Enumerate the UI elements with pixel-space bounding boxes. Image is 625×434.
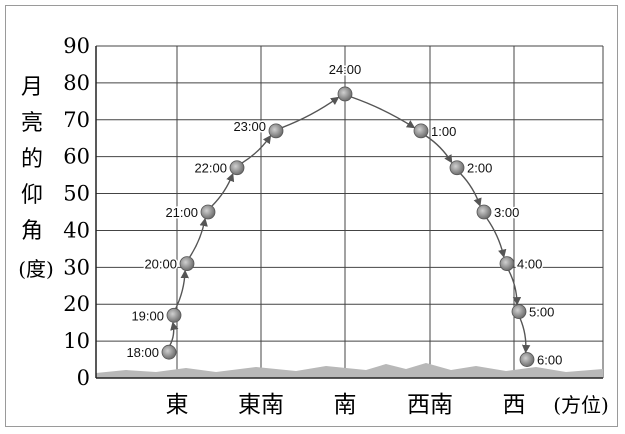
time-label: 24:00 (329, 62, 362, 77)
path-arrow (486, 217, 507, 258)
time-label: 19:00 (131, 308, 164, 323)
x-tick-label: 東南 (238, 392, 284, 418)
moon-point (519, 352, 535, 367)
ground-silhouette (96, 363, 603, 378)
y-tick-label: 70 (63, 108, 90, 132)
time-label: 6:00 (537, 353, 562, 368)
time-label: 1:00 (431, 124, 456, 139)
time-label: 18:00 (126, 345, 159, 360)
y-tick-label: 50 (63, 182, 90, 206)
path-arrow (175, 269, 189, 309)
moon-point (179, 256, 195, 272)
path-arrow (281, 96, 340, 129)
x-tick-label: 東 (166, 392, 189, 418)
axes (95, 46, 603, 379)
y-tick-label: 10 (63, 329, 90, 353)
y-tick-label: 60 (63, 145, 90, 169)
path-arrow (351, 96, 416, 129)
moon-point (200, 204, 216, 220)
time-label: 3:00 (494, 205, 519, 220)
y-tick-label: 90 (63, 34, 90, 58)
path-arrow (425, 135, 453, 164)
time-label: 5:00 (529, 305, 554, 320)
time-label: 23:00 (233, 119, 266, 134)
chart-frame: 0 10 20 30 40 50 60 70 80 90 月亮的仰角 (度) 東 東南 南 西南 西 (方位) 18… (5, 5, 618, 427)
time-label: 21:00 (165, 205, 198, 220)
path-arrow (189, 217, 208, 258)
moon-point (268, 123, 284, 139)
time-label: 20:00 (144, 257, 177, 272)
moon-path (169, 96, 531, 354)
y-axis-title-char: 的 (21, 147, 43, 172)
y-tick-label: 30 (63, 255, 90, 279)
moon-point (229, 160, 245, 176)
moon-point (476, 204, 492, 220)
path-arrow (241, 134, 272, 164)
y-axis-title-char: 月 (21, 75, 43, 100)
moon-point (413, 123, 429, 139)
grid (95, 45, 604, 378)
x-tick-label: 西 (503, 392, 526, 418)
moon-point (511, 304, 527, 320)
path-arrow (211, 172, 235, 207)
time-label: 4:00 (517, 257, 542, 272)
moon-point (449, 160, 465, 176)
moon-point (161, 344, 177, 360)
y-tick-label: 80 (63, 71, 90, 95)
y-axis-title-char: 仰 (21, 183, 43, 208)
x-tick-label: 西南 (407, 392, 453, 418)
x-tick-label: 南 (334, 392, 357, 418)
moon-point (337, 86, 353, 102)
y-axis-unit: (度) (18, 257, 54, 281)
y-tick-label: 40 (63, 218, 90, 242)
moon-point (166, 307, 182, 323)
y-tick-label: 0 (77, 366, 90, 390)
moon-point (499, 256, 515, 272)
horizon-ground (96, 363, 603, 378)
path-arrow (460, 173, 482, 207)
path-arrow (519, 318, 531, 354)
path-arrow (169, 321, 179, 346)
path-arrow (508, 270, 522, 306)
y-axis-title-char: 亮 (21, 111, 43, 136)
y-axis-title-char: 角 (21, 219, 43, 244)
time-label: 22:00 (194, 161, 227, 176)
moon-positions (161, 86, 535, 367)
y-tick-label: 20 (63, 292, 90, 316)
x-axis-unit: (方位) (553, 393, 609, 417)
time-label: 2:00 (467, 161, 492, 176)
